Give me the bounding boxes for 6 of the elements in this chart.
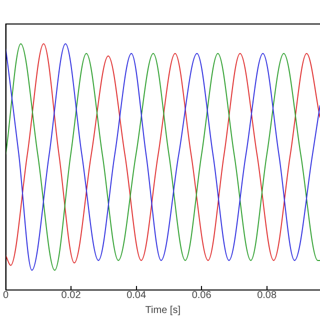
x-axis-title: Time [s] <box>145 304 181 316</box>
x-tick-label: 0.04 <box>126 290 146 301</box>
x-tick-label: 0.06 <box>192 290 212 301</box>
x-tick-label: 0 <box>3 290 9 301</box>
x-tick-label: 0.02 <box>61 290 82 301</box>
x-tick-label: 0.08 <box>257 290 277 301</box>
